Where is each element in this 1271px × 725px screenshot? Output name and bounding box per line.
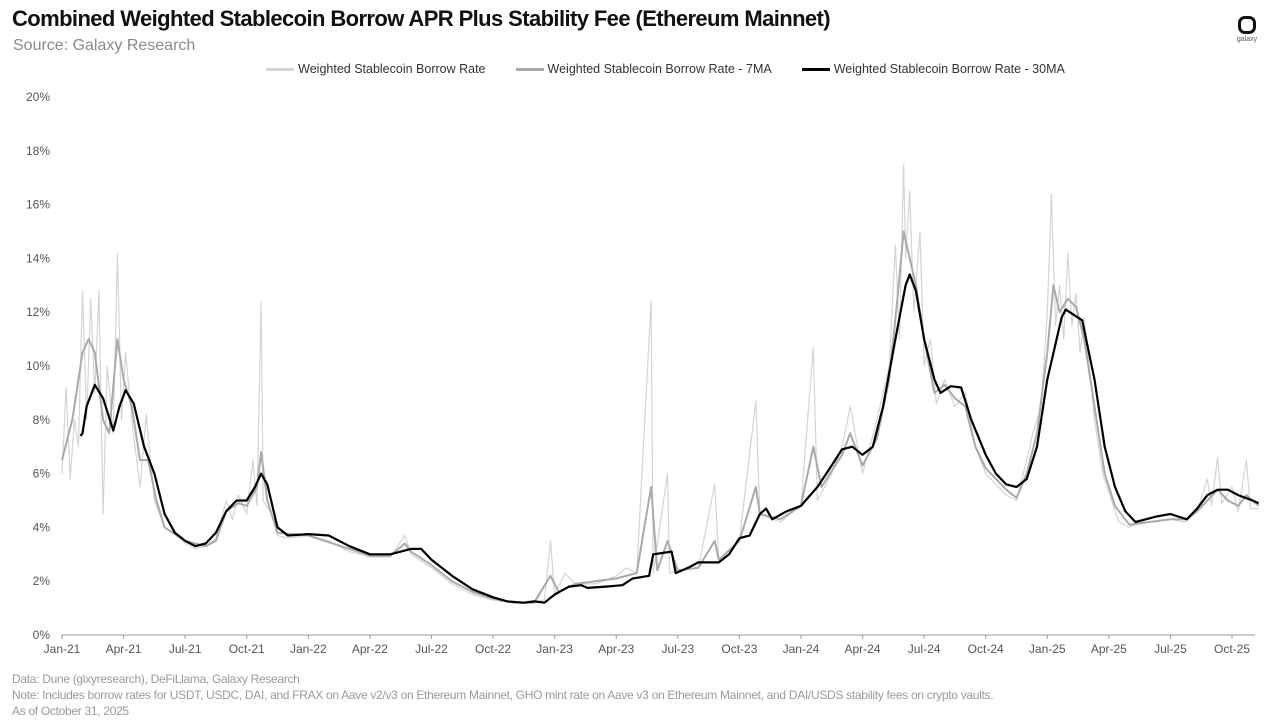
x-tick-label: Oct-22 [475, 642, 511, 656]
y-tick-label: 18% [26, 144, 50, 158]
chart-subtitle: Source: Galaxy Research [13, 37, 196, 54]
y-tick-label: 12% [26, 305, 50, 319]
legend-label: Weighted Stablecoin Borrow Rate - 30MA [833, 62, 1065, 76]
legend-label: Weighted Stablecoin Borrow Rate - 7MA [547, 62, 772, 76]
legend-label: Weighted Stablecoin Borrow Rate [298, 62, 486, 76]
x-tick-label: Apr-21 [106, 642, 142, 656]
x-tick-label: Jul-23 [661, 642, 694, 656]
y-tick-label: 20% [26, 90, 50, 104]
legend-item-30ma: Weighted Stablecoin Borrow Rate - 30MA [801, 62, 1065, 76]
y-tick-label: 8% [33, 413, 51, 427]
x-tick-label: Apr-23 [598, 642, 634, 656]
x-tick-label: Jul-21 [169, 642, 202, 656]
galaxy-logo: galaxy [1232, 16, 1262, 43]
galaxy-logo-icon [1238, 16, 1256, 34]
legend-swatch [515, 67, 544, 71]
chart-title: Combined Weighted Stablecoin Borrow APR … [12, 6, 831, 31]
legend-swatch [266, 67, 295, 71]
x-tick-label: Oct-23 [721, 642, 757, 656]
x-tick-label: Jul-25 [1154, 642, 1187, 656]
x-tick-label: Jan-25 [1029, 642, 1066, 656]
y-tick-label: 6% [33, 467, 51, 481]
series-line-30ma [79, 273, 1260, 604]
x-tick-label: Oct-25 [1214, 642, 1250, 656]
footer-as-of: As of October 31, 2025 [12, 704, 129, 718]
y-tick-label: 14% [26, 251, 50, 265]
x-tick-label: Apr-22 [352, 642, 388, 656]
legend: Weighted Stablecoin Borrow Rate Weighted… [0, 62, 1271, 76]
x-tick-label: Oct-24 [968, 642, 1004, 656]
y-tick-label: 0% [33, 628, 51, 642]
x-tick-label: Apr-24 [845, 642, 881, 656]
legend-item-daily: Weighted Stablecoin Borrow Rate [266, 62, 486, 76]
y-tick-label: 10% [26, 359, 50, 373]
series-line-7ma [61, 230, 1260, 604]
x-tick-label: Jan-23 [536, 642, 573, 656]
x-tick-label: Jan-22 [290, 642, 327, 656]
y-tick-label: 16% [26, 198, 50, 212]
x-tick-label: Jul-22 [415, 642, 448, 656]
x-tick-label: Apr-25 [1091, 642, 1127, 656]
legend-swatch [801, 67, 830, 71]
y-tick-label: 2% [33, 574, 51, 588]
x-tick-label: Jan-21 [44, 642, 81, 656]
x-tick-label: Jul-24 [908, 642, 941, 656]
footer: Data: Dune (glxyresearch), DeFiLlama, Ga… [12, 671, 994, 719]
legend-item-7ma: Weighted Stablecoin Borrow Rate - 7MA [515, 62, 772, 76]
footer-note: Note: Includes borrow rates for USDT, US… [12, 688, 994, 702]
series-line-daily [61, 163, 1259, 604]
galaxy-logo-text: galaxy [1236, 36, 1258, 43]
x-tick-label: Oct-21 [229, 642, 265, 656]
footer-data-source: Data: Dune (glxyresearch), DeFiLlama, Ga… [12, 672, 300, 686]
y-tick-label: 4% [33, 520, 51, 534]
x-tick-label: Jan-24 [783, 642, 820, 656]
